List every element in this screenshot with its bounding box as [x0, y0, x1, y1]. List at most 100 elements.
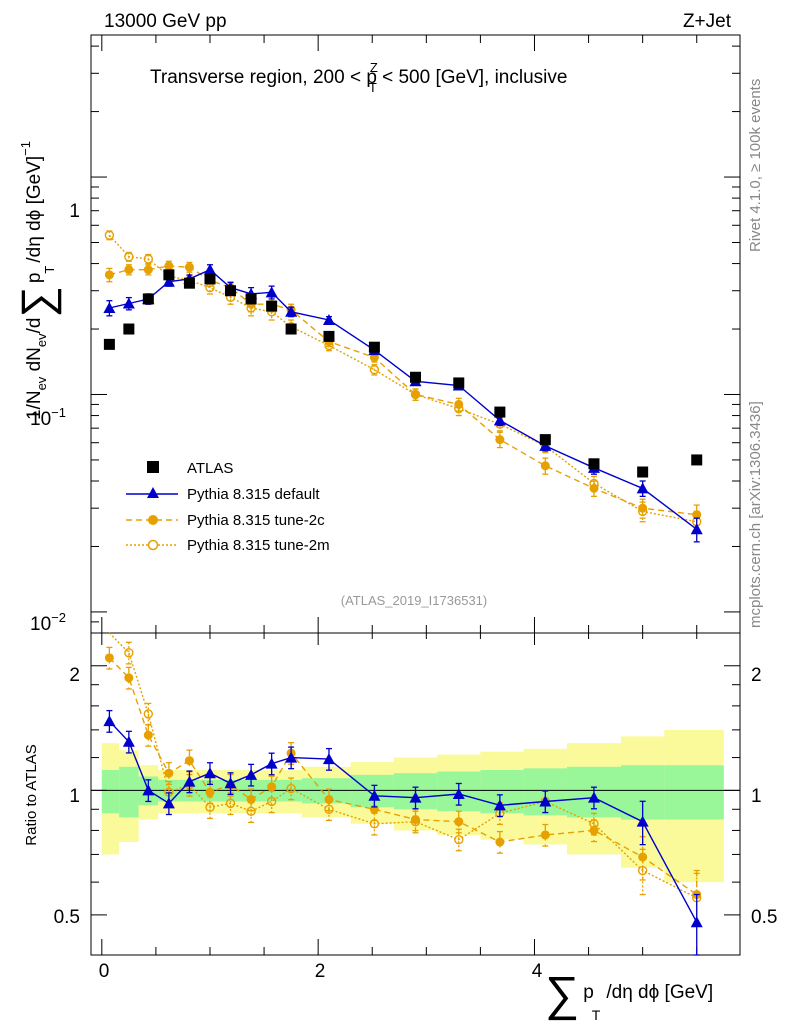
marker-atlas: [123, 323, 135, 335]
ratio-plot-frame: [90, 632, 741, 956]
ratio-marker-default: [183, 775, 196, 787]
marker-tune2c: [104, 270, 114, 280]
ratio-marker-tune2c: [184, 756, 194, 766]
legend-marker-atlas: [147, 461, 159, 473]
ratio-y-tick-label-right-2: 2: [751, 665, 762, 686]
marker-tune2c: [184, 262, 194, 272]
plot-title: Transverse region, 200 < pZ T < 500 [GeV]…: [150, 60, 567, 95]
ratio-marker-tune2c: [638, 852, 648, 862]
legend: ATLAS Pythia 8.315 default Pythia 8.315 …: [126, 460, 330, 554]
legend-label-atlas: ATLAS: [187, 460, 233, 477]
data-series-layer: [103, 230, 703, 956]
ratio-marker-default: [368, 789, 381, 801]
marker-tune2c: [369, 352, 379, 362]
marker-tune2c: [589, 483, 599, 493]
ratio-marker-tune2c: [411, 815, 420, 825]
ratio-marker-default: [285, 751, 298, 763]
marker-atlas: [368, 341, 380, 353]
x-tick-label-0: 0: [99, 961, 110, 982]
plot-title-start: Transverse region, 200 < p: [150, 67, 377, 88]
marker-atlas: [588, 458, 600, 470]
ratio-marker-tune2c: [267, 782, 277, 792]
x-tick-label-4: 4: [532, 961, 543, 982]
marker-default: [203, 263, 216, 275]
ratio-marker-tune2m: [124, 648, 134, 658]
marker-atlas: [453, 377, 465, 389]
marker-atlas: [266, 300, 278, 312]
marker-atlas: [183, 277, 195, 289]
legend-label-default: Pythia 8.315 default: [187, 486, 320, 503]
ratio-marker-default: [587, 791, 600, 803]
marker-default: [103, 301, 116, 313]
marker-atlas: [410, 371, 421, 383]
ratio-marker-default: [224, 777, 237, 789]
marker-default: [265, 286, 278, 298]
marker-default: [122, 297, 135, 309]
ratio-marker-default: [245, 768, 258, 780]
y-axis-title-main: 1/Nev dNev/d∑pT/dη dϕ [GeV]−1: [13, 141, 62, 420]
ratio-marker-tune2c: [540, 830, 550, 840]
marker-default: [162, 275, 175, 287]
marker-atlas: [494, 406, 506, 418]
ratio-y-tick-label-2: 2: [69, 665, 80, 686]
marker-tune2c: [124, 265, 134, 275]
ratio-marker-default: [142, 784, 155, 796]
ratio-marker-default: [162, 797, 175, 809]
ratio-marker-tune2m: [225, 798, 236, 809]
mcplots-label: mcplots.cern.ch [arXiv:1306.3436]: [747, 401, 764, 628]
ratio-marker-default: [539, 795, 552, 807]
ratio-marker-tune2m: [637, 865, 648, 876]
plot-title-subscript: T: [369, 80, 377, 95]
analysis-id-label: (ATLAS_2019_I1736531): [341, 593, 487, 608]
ratio-marker-tune2c: [495, 837, 505, 847]
marker-tune2c: [411, 389, 420, 399]
ratio-marker-tune2m: [324, 804, 334, 814]
legend-label-tune2c: Pythia 8.315 tune-2c: [187, 512, 325, 529]
x-axis-title: ∑ p T/dη dϕ [GeV]: [545, 968, 713, 1023]
marker-atlas: [245, 293, 257, 305]
ratio-marker-tune2m: [143, 709, 154, 719]
marker-tune2m: [369, 365, 380, 375]
ratio-marker-default: [690, 916, 703, 928]
marker-tune2c: [495, 435, 505, 445]
marker-atlas: [103, 338, 115, 350]
ratio-marker-tune2c: [205, 787, 215, 797]
band-inner-bin: [119, 766, 139, 818]
plot-title-end: < 500 [GeV], inclusive: [377, 67, 568, 88]
ratio-marker-default: [636, 815, 649, 827]
marker-default: [493, 414, 506, 426]
band-inner-bin: [101, 769, 120, 814]
legend-marker-tune2m: [147, 539, 159, 551]
marker-atlas: [163, 269, 175, 281]
series-line-tune2c: [109, 265, 697, 516]
marker-tune2m: [143, 254, 154, 264]
marker-atlas: [204, 273, 216, 285]
ratio-marker-tune2c: [324, 795, 334, 805]
marker-atlas: [691, 454, 703, 466]
ratio-marker-default: [203, 767, 216, 779]
y-tick-label-1: 1: [69, 201, 80, 222]
marker-default: [322, 314, 335, 326]
rivet-version-label: Rivet 4.1.0, ≥ 100k events: [747, 79, 764, 252]
legend-marker-tune2c: [148, 515, 158, 525]
ratio-marker-tune2c: [104, 653, 114, 663]
x-tick-label-2: 2: [315, 961, 326, 982]
band-inner-bin: [664, 765, 724, 820]
ratio-marker-tune2m: [454, 834, 464, 845]
marker-atlas: [142, 293, 154, 305]
ratio-y-tick-label-1: 1: [69, 786, 80, 807]
marker-tune2c: [692, 510, 702, 520]
marker-atlas: [285, 323, 297, 335]
marker-tune2c: [143, 265, 153, 275]
marker-atlas: [637, 466, 649, 478]
ratio-marker-tune2c: [124, 673, 134, 683]
marker-atlas: [539, 434, 551, 446]
marker-tune2c: [164, 261, 174, 271]
ratio-y-tick-label-0.5: 0.5: [54, 907, 80, 928]
marker-default: [285, 305, 298, 317]
band-inner-bin: [350, 774, 394, 808]
marker-tune2m: [104, 230, 115, 240]
ratio-marker-default: [493, 799, 506, 811]
plot-title-superscript: Z: [370, 60, 378, 75]
